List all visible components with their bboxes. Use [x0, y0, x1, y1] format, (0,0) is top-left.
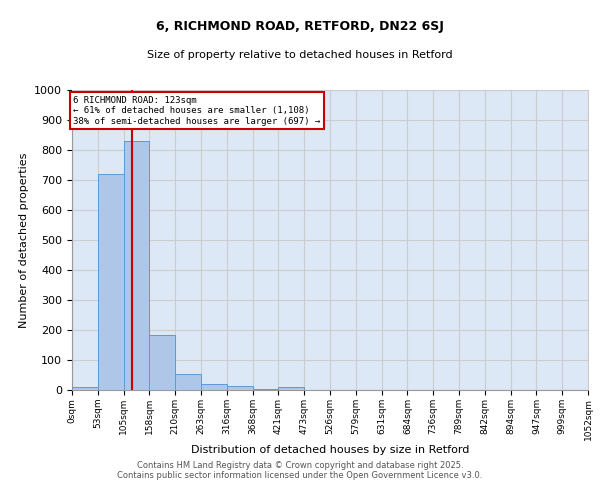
X-axis label: Distribution of detached houses by size in Retford: Distribution of detached houses by size …: [191, 445, 469, 455]
Bar: [98, 174, 124, 390]
Bar: [278, 387, 304, 390]
Bar: [124, 141, 149, 390]
Bar: [227, 386, 253, 390]
Bar: [201, 384, 227, 390]
Text: 6 RICHMOND ROAD: 123sqm
← 61% of detached houses are smaller (1,108)
38% of semi: 6 RICHMOND ROAD: 123sqm ← 61% of detache…: [73, 96, 321, 126]
Text: Size of property relative to detached houses in Retford: Size of property relative to detached ho…: [147, 50, 453, 60]
Text: Contains HM Land Registry data © Crown copyright and database right 2025.
Contai: Contains HM Land Registry data © Crown c…: [118, 460, 482, 480]
Bar: [72, 387, 98, 390]
Text: 6, RICHMOND ROAD, RETFORD, DN22 6SJ: 6, RICHMOND ROAD, RETFORD, DN22 6SJ: [156, 20, 444, 33]
Bar: [253, 388, 278, 390]
Bar: [175, 374, 201, 390]
Y-axis label: Number of detached properties: Number of detached properties: [19, 152, 29, 328]
Bar: [149, 334, 175, 390]
